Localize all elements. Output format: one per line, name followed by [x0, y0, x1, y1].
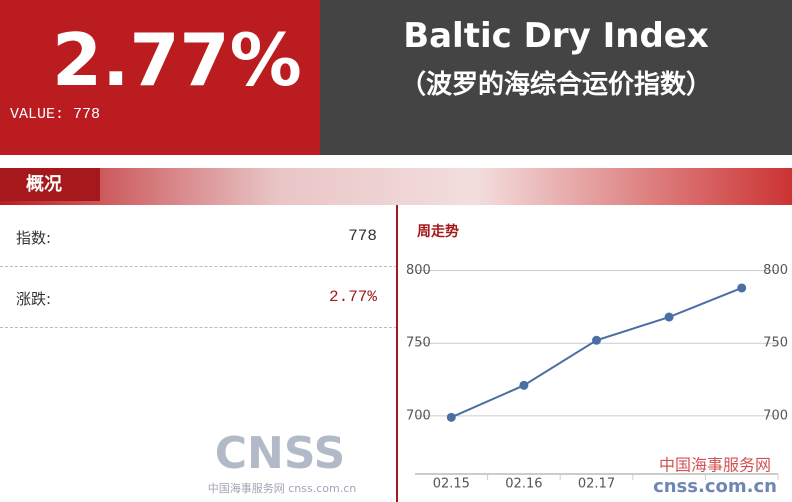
watermark-logo: CNSS — [215, 428, 346, 479]
y-tick-label: 750 — [406, 336, 431, 351]
section-title: 概况 — [0, 168, 100, 201]
watermark-caption: 中国海事服务网 cnss.com.cn — [208, 481, 357, 495]
row-value: 778 — [348, 227, 377, 245]
point — [737, 283, 747, 293]
y-tick-label: 800 — [406, 263, 431, 278]
chart-title: 周走势 — [417, 223, 459, 240]
row-label: 涨跌: — [16, 290, 52, 308]
y2-tick-label: 750 — [763, 336, 788, 351]
point — [446, 412, 456, 422]
y-tick-label: 700 — [406, 408, 431, 423]
summary-row: 涨跌: 2.77% — [0, 267, 397, 328]
title: Baltic Dry Index — [403, 16, 709, 56]
y2-tick-label: 800 — [763, 263, 788, 278]
value: 778 — [73, 106, 101, 123]
x-tick-label: 02.16 — [505, 477, 542, 492]
value-label: VALUE: — [10, 106, 65, 123]
x-tick-label: 02.15 — [433, 477, 470, 492]
change: 2.77% — [52, 18, 302, 102]
row-label: 指数: — [16, 229, 52, 247]
watermark-site: 中国海事服务网 — [659, 456, 771, 475]
point — [519, 380, 529, 390]
point — [664, 312, 674, 322]
summary-row: 指数: 778 — [0, 206, 397, 267]
divider — [396, 205, 398, 502]
subtitle: （波罗的海综合运价指数） — [399, 70, 712, 100]
x-tick-label: 02.17 — [578, 477, 615, 492]
header-dark — [320, 0, 792, 155]
section-bar — [0, 168, 792, 205]
y2-tick-label: 700 — [763, 408, 788, 423]
header-red — [0, 0, 320, 155]
point — [592, 335, 601, 345]
line — [450, 287, 743, 419]
row-value: 2.77% — [328, 288, 377, 306]
watermark-url: cnss.com.cn — [653, 476, 777, 497]
value-line: VALUE: 778 — [10, 106, 100, 123]
